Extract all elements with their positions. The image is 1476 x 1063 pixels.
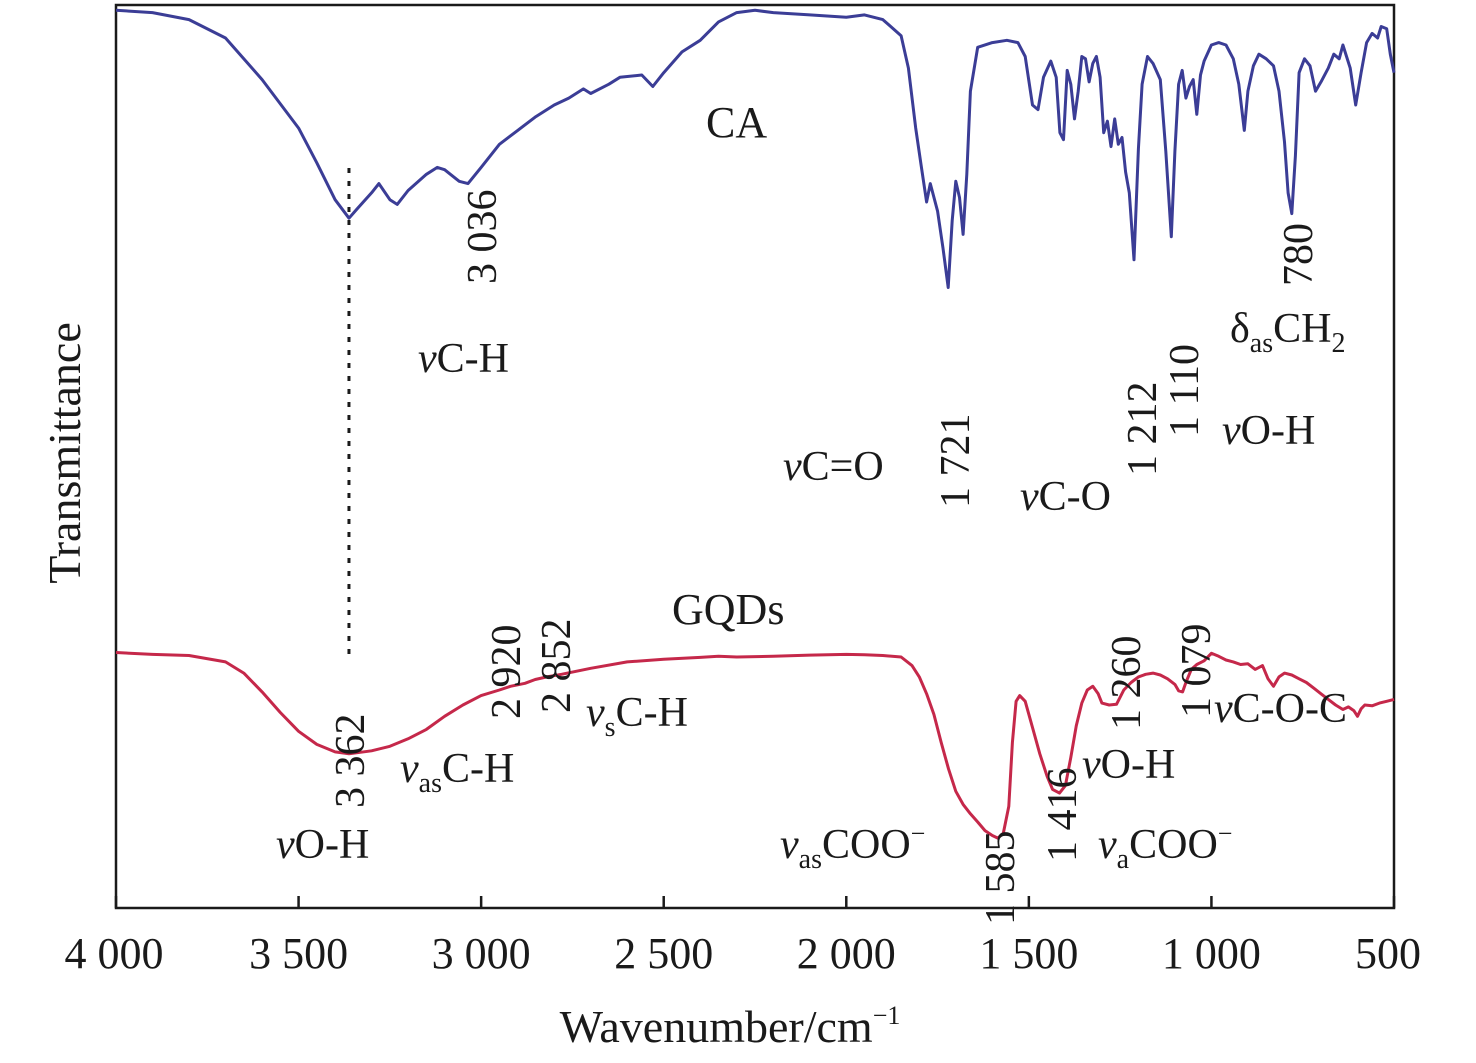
- assign-g-vcoc: νC-O-C: [1214, 686, 1347, 732]
- plot-frame: [114, 3, 1396, 910]
- assign-g-voh2: νO-H: [1082, 742, 1175, 788]
- peak-label-1110: 1 110: [1162, 344, 1208, 437]
- series-name-gqds: GQDs: [672, 585, 784, 634]
- peak-label-2852: 2 852: [534, 619, 580, 714]
- peak-label-2920: 2 920: [484, 625, 530, 720]
- peak-label-1721: 1 721: [933, 414, 979, 509]
- x-tick-label: 1 500: [979, 929, 1078, 978]
- series-name-ca: CA: [706, 98, 767, 147]
- y-axis-title: Transmittance: [39, 322, 90, 584]
- x-tick-label: 3 500: [249, 929, 348, 978]
- assign-ca-voh: νO-H: [1222, 408, 1315, 454]
- peak-label-1260: 1 260: [1104, 636, 1150, 731]
- assign-ca-delta-ch2: δasCH2: [1230, 306, 1345, 359]
- x-tick-label: 4 000: [65, 929, 164, 978]
- assign-ca-vco: νC-O: [1020, 474, 1111, 520]
- assign-g-vas-ch: νasC-H: [400, 746, 514, 799]
- peak-label-1416: 1 416: [1040, 768, 1086, 863]
- peak-label-1079: 1 079: [1174, 624, 1220, 719]
- series-ca-line: [115, 8, 1396, 289]
- x-tick-label: 1 000: [1162, 929, 1261, 978]
- assign-ca-vc-double-o: νC=O: [783, 444, 884, 490]
- assign-g-va-coo: νaCOO−: [1098, 819, 1232, 875]
- series-gqds-line: [115, 651, 1395, 840]
- x-tick-label: 500: [1355, 929, 1421, 978]
- peak-label-3036: 3 036: [460, 190, 506, 285]
- x-tick-label: 2 000: [797, 929, 896, 978]
- assign-g-vs-ch: νsC-H: [586, 690, 688, 743]
- peak-label-1212: 1 212: [1120, 382, 1166, 477]
- x-axis-title: Wavenumber/cm−1: [560, 1001, 901, 1052]
- assign-ca-vch: νC-H: [418, 336, 509, 382]
- assign-g-vas-coo: νasCOO−: [780, 819, 925, 875]
- x-tick-label: 3 000: [432, 929, 531, 978]
- x-axis-ticks: 4 000 3 500 3 000 2 500 2 000 1 500 1 000 500: [65, 896, 1421, 978]
- peak-label-3362: 3 362: [328, 714, 374, 809]
- peak-label-1585: 1 585: [978, 831, 1024, 926]
- peak-label-780: 780: [1276, 223, 1322, 286]
- x-tick-label: 2 500: [614, 929, 713, 978]
- assign-g-voh: νO-H: [276, 822, 369, 868]
